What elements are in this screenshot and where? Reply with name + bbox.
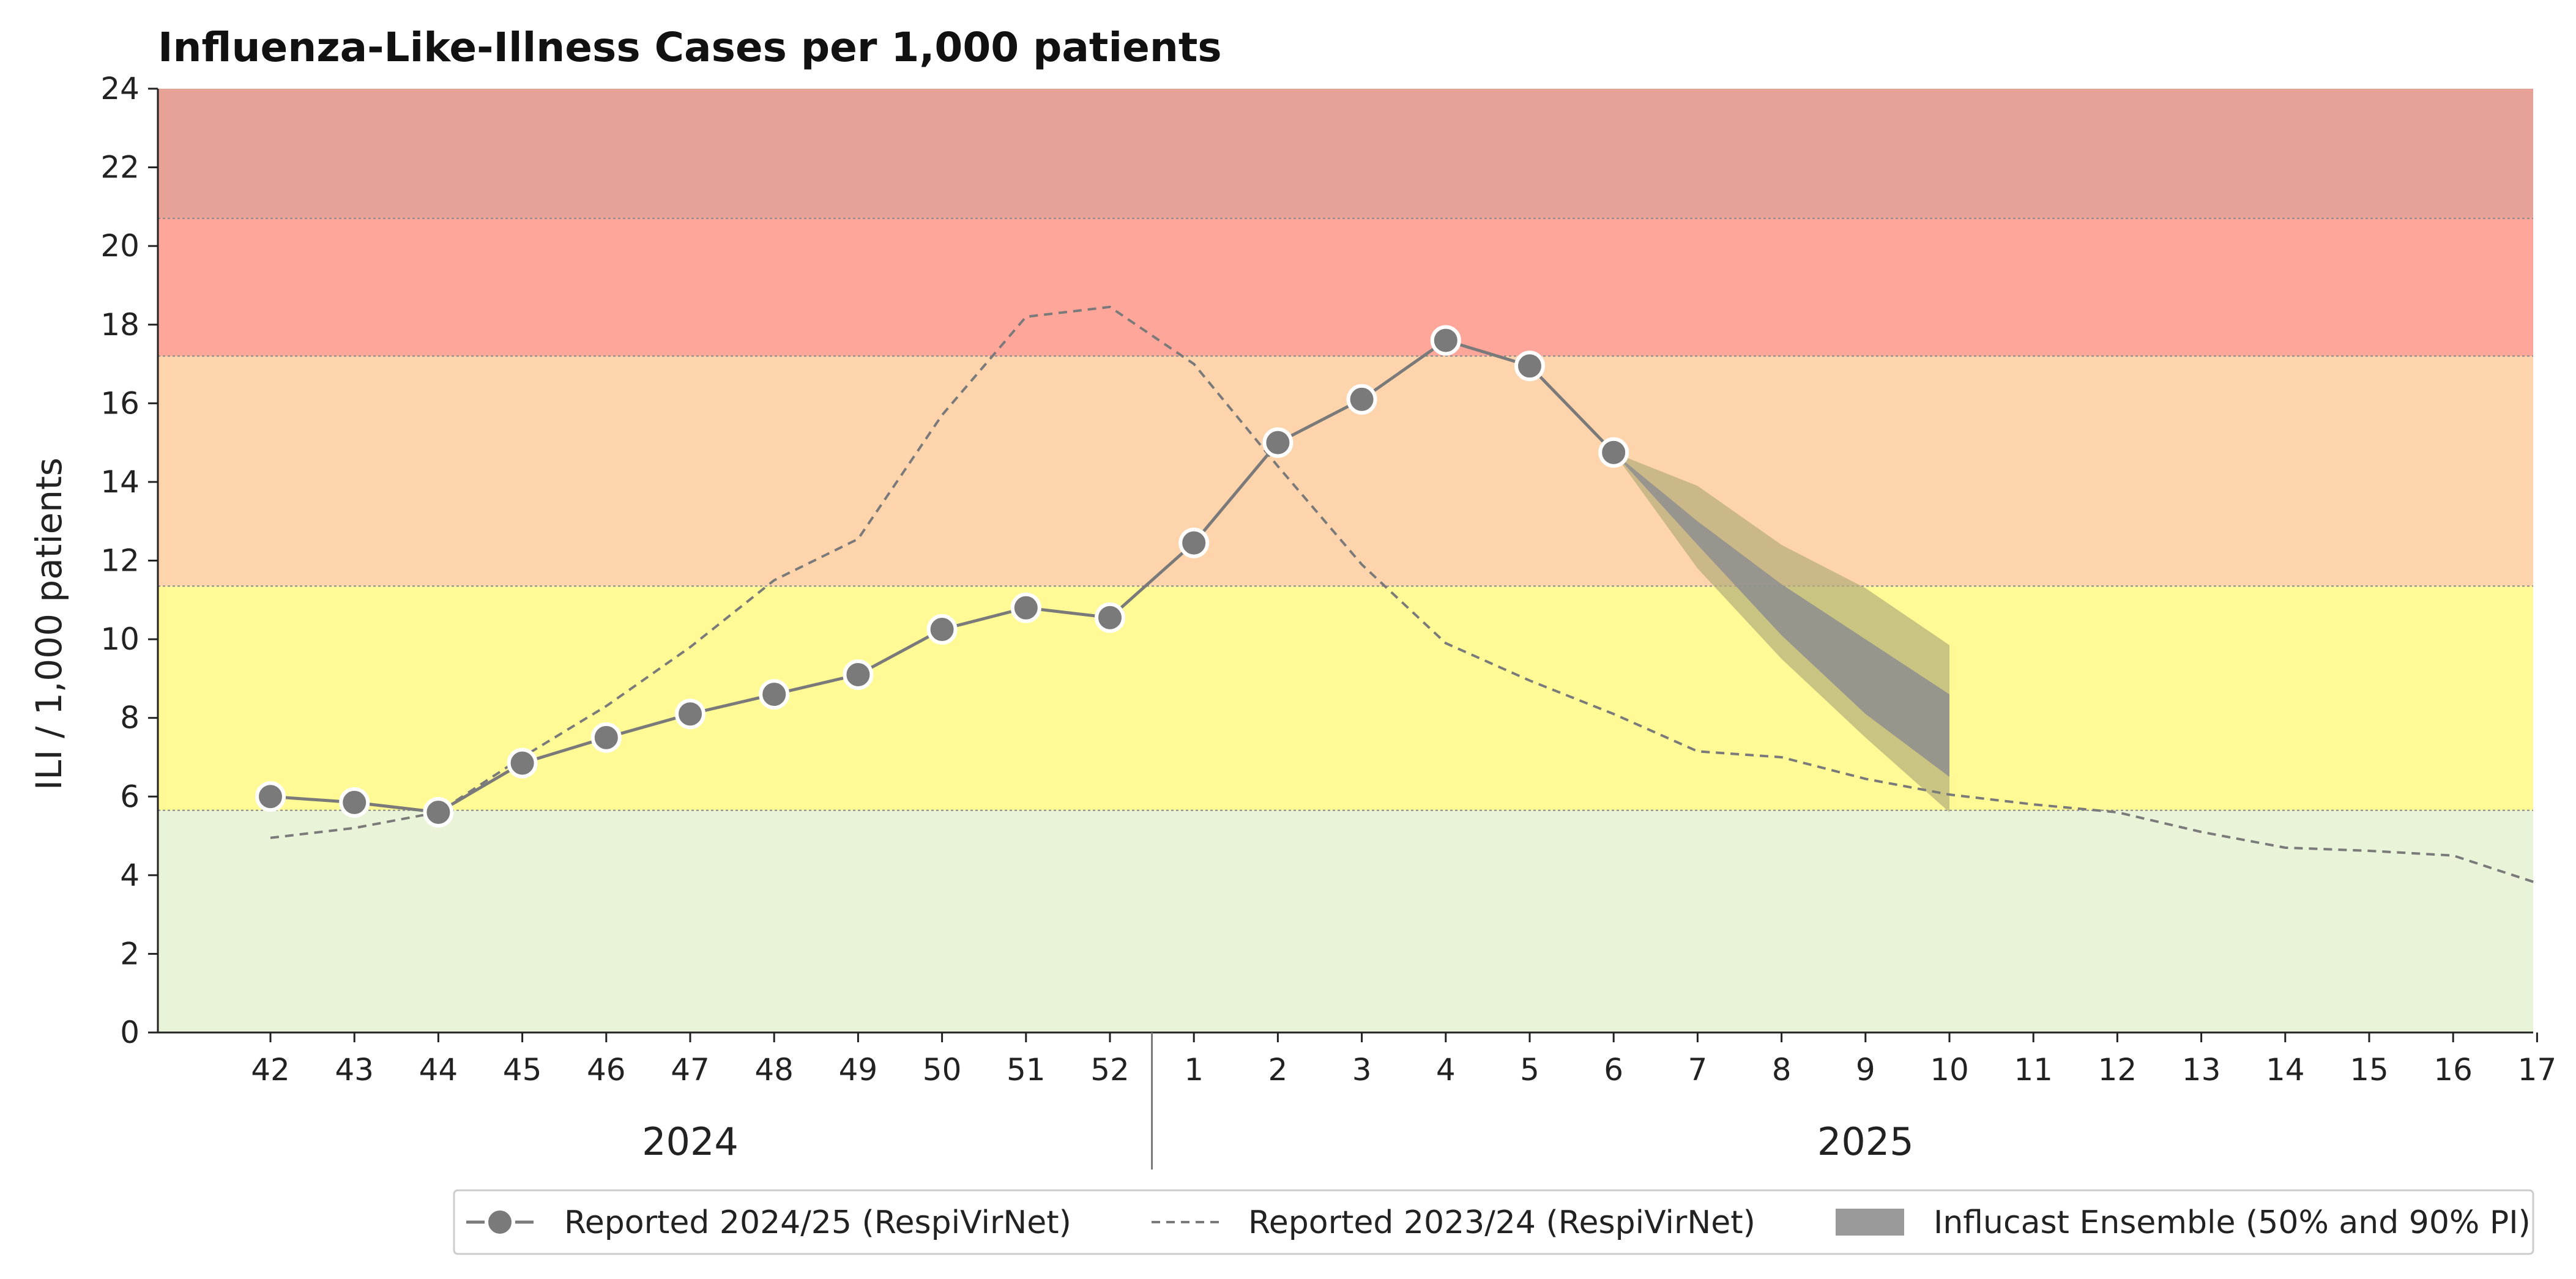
y-tick-label-2: 2 bbox=[120, 936, 140, 971]
y-tick-label-18: 18 bbox=[100, 307, 140, 343]
legend: Reported 2024/25 (RespiVirNet) Reported 2… bbox=[453, 1189, 2534, 1255]
legend-marker-reported-2024-25 bbox=[485, 1207, 515, 1237]
series-line-1 bbox=[270, 305, 2538, 884]
data-point-0-9 bbox=[1010, 592, 1041, 623]
data-point-0-11 bbox=[1178, 527, 1210, 558]
x-tick-label-49: 49 bbox=[839, 1052, 878, 1088]
y-tick-label-0: 0 bbox=[120, 1015, 140, 1050]
y-tick-label-24: 24 bbox=[100, 71, 140, 106]
x-tick-label-51: 51 bbox=[1007, 1052, 1046, 1088]
x-tick-label-3: 3 bbox=[1352, 1052, 1372, 1088]
data-point-0-13 bbox=[1346, 384, 1377, 415]
threshold-band-2 bbox=[158, 356, 2533, 587]
x-tick-label-10: 10 bbox=[1930, 1052, 1969, 1088]
x-tick-label-15: 15 bbox=[2350, 1052, 2389, 1088]
x-tick-label-45: 45 bbox=[503, 1052, 542, 1088]
x-tick-label-11: 11 bbox=[2014, 1052, 2053, 1088]
x-tick-label-43: 43 bbox=[335, 1052, 374, 1088]
data-point-0-1 bbox=[339, 787, 370, 818]
y-tick-label-14: 14 bbox=[100, 464, 140, 500]
x-tick-label-7: 7 bbox=[1688, 1052, 1707, 1088]
y-tick-label-4: 4 bbox=[120, 858, 140, 893]
series-markers bbox=[255, 325, 1629, 828]
legend-label-reported-2024-25: Reported 2024/25 (RespiVirNet) bbox=[564, 1204, 1071, 1241]
data-point-0-10 bbox=[1095, 602, 1125, 633]
x-tick-label-1: 1 bbox=[1184, 1052, 1204, 1088]
x-tick-label-8: 8 bbox=[1772, 1052, 1792, 1088]
y-tick-label-6: 6 bbox=[120, 779, 140, 814]
forecast-bands bbox=[1614, 452, 1949, 812]
x-tick-label-14: 14 bbox=[2266, 1052, 2305, 1088]
forecast-band-50 bbox=[1614, 452, 1949, 777]
data-point-0-2 bbox=[423, 796, 454, 828]
x-tick-label-44: 44 bbox=[419, 1052, 458, 1088]
legend-box bbox=[453, 1189, 2534, 1255]
y-tick-label-20: 20 bbox=[100, 228, 140, 264]
y-axis-label: ILI / 1,000 patients bbox=[28, 458, 70, 790]
threshold-band-3 bbox=[158, 218, 2533, 357]
x-tick-label-42: 42 bbox=[251, 1052, 290, 1088]
legend-swatch-forecast bbox=[1836, 1209, 1904, 1236]
x-tick-label-52: 52 bbox=[1090, 1052, 1130, 1088]
x-tick-label-47: 47 bbox=[671, 1052, 710, 1088]
x-tick-label-12: 12 bbox=[2098, 1052, 2137, 1088]
y-tick-label-12: 12 bbox=[100, 543, 140, 579]
data-point-0-7 bbox=[843, 659, 874, 690]
y-tick-label-10: 10 bbox=[100, 621, 140, 657]
x-tick-label-9: 9 bbox=[1856, 1052, 1875, 1088]
data-point-0-6 bbox=[759, 679, 790, 710]
data-point-0-4 bbox=[590, 722, 622, 753]
x-tick-label-48: 48 bbox=[754, 1052, 794, 1088]
x-tick-label-6: 6 bbox=[1604, 1052, 1623, 1088]
data-point-0-5 bbox=[675, 699, 705, 730]
legend-label-forecast: Influcast Ensemble (50% and 90% PI) bbox=[1934, 1204, 2531, 1241]
x-tick-label-2: 2 bbox=[1268, 1052, 1287, 1088]
data-point-0-14 bbox=[1430, 325, 1461, 356]
y-tick-label-22: 22 bbox=[100, 150, 140, 185]
data-point-0-0 bbox=[255, 781, 286, 812]
data-point-0-15 bbox=[1514, 350, 1545, 382]
data-point-0-16 bbox=[1598, 437, 1629, 468]
x-tick-label-13: 13 bbox=[2182, 1052, 2221, 1088]
x-tick-label-16: 16 bbox=[2433, 1052, 2473, 1088]
data-point-0-12 bbox=[1262, 427, 1294, 458]
chart-title: Influenza-Like-Illness Cases per 1,000 p… bbox=[158, 24, 1222, 71]
x-tick-label-4: 4 bbox=[1436, 1052, 1456, 1088]
threshold-band-4 bbox=[158, 89, 2533, 219]
x-tick-label-5: 5 bbox=[1520, 1052, 1539, 1088]
x-tick-label-50: 50 bbox=[923, 1052, 962, 1088]
x-tick-label-46: 46 bbox=[587, 1052, 626, 1088]
legend-label-reported-2023-24: Reported 2023/24 (RespiVirNet) bbox=[1248, 1204, 1755, 1241]
y-tick-label-16: 16 bbox=[100, 385, 140, 421]
year-label-2024: 2024 bbox=[642, 1119, 739, 1164]
data-point-0-8 bbox=[926, 614, 958, 645]
threshold-band-1 bbox=[158, 586, 2533, 810]
threshold-bands bbox=[158, 89, 2533, 1032]
year-label-2025: 2025 bbox=[1817, 1119, 1914, 1164]
y-tick-label-8: 8 bbox=[120, 700, 140, 736]
data-point-0-3 bbox=[507, 747, 538, 779]
threshold-band-0 bbox=[158, 810, 2533, 1032]
x-tick-label-17: 17 bbox=[2518, 1052, 2557, 1088]
